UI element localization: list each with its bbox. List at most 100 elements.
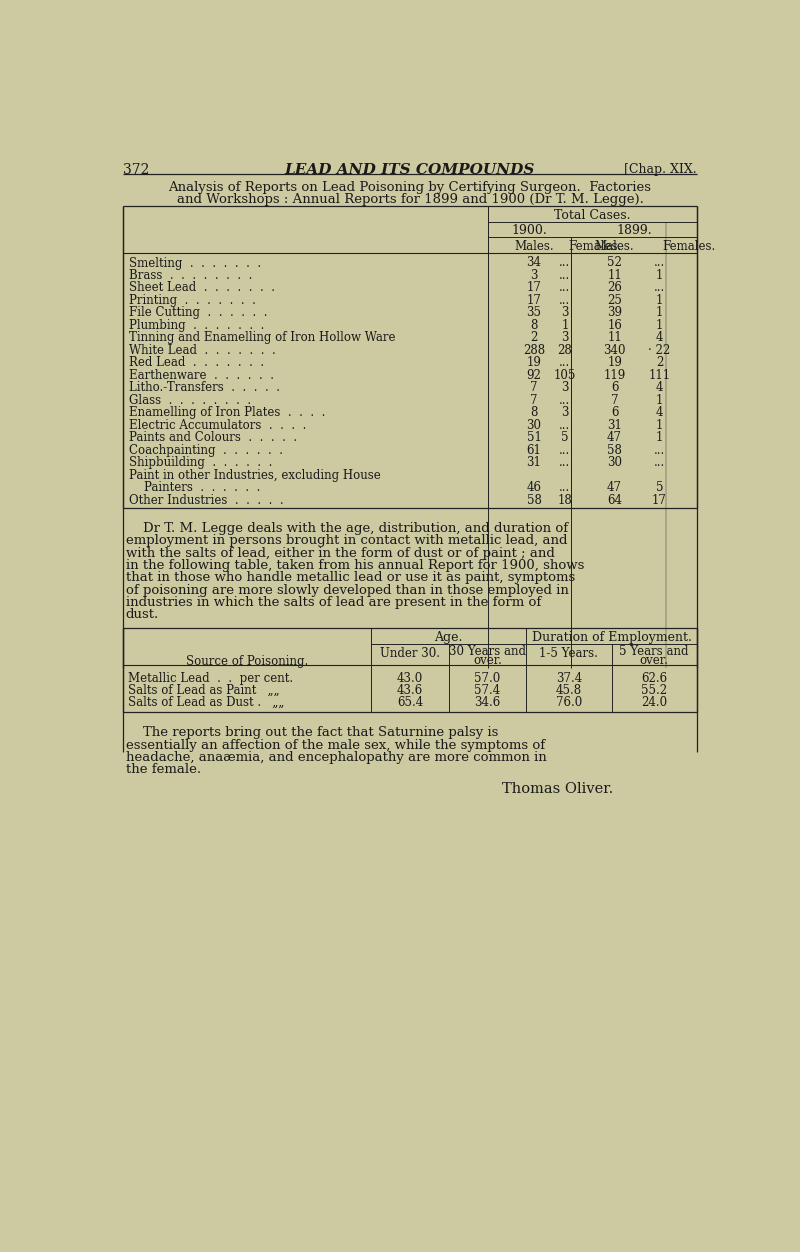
Text: 57.4: 57.4 <box>474 684 501 697</box>
Text: 37.4: 37.4 <box>556 671 582 685</box>
Text: 2: 2 <box>530 332 538 344</box>
Text: ...: ... <box>559 357 570 369</box>
Text: Electric Accumulators  .  .  .  .: Electric Accumulators . . . . <box>130 418 307 432</box>
Text: 1: 1 <box>656 431 663 444</box>
Text: ...: ... <box>559 257 570 269</box>
Text: Age.: Age. <box>434 631 463 645</box>
Text: 76.0: 76.0 <box>556 696 582 709</box>
Text: 4: 4 <box>656 332 663 344</box>
Text: 1: 1 <box>656 269 663 282</box>
Text: Other Industries  .  .  .  .  .: Other Industries . . . . . <box>130 493 284 507</box>
Text: ...: ... <box>559 443 570 457</box>
Text: Tinning and Enamelling of Iron Hollow Ware: Tinning and Enamelling of Iron Hollow Wa… <box>130 332 396 344</box>
Text: that in those who handle metallic lead or use it as paint, symptoms: that in those who handle metallic lead o… <box>126 571 575 585</box>
Text: The reports bring out the fact that Saturnine palsy is: The reports bring out the fact that Satu… <box>126 726 498 739</box>
Text: 31: 31 <box>607 418 622 432</box>
Text: 30 Years and: 30 Years and <box>449 645 526 659</box>
Text: Analysis of Reports on Lead Poisoning by Certifying Surgeon.  Factories: Analysis of Reports on Lead Poisoning by… <box>169 182 651 194</box>
Text: ...: ... <box>559 282 570 294</box>
Text: Printing  .  .  .  .  .  .  .: Printing . . . . . . . <box>130 294 256 307</box>
Text: Painters  .  .  .  .  .  .: Painters . . . . . . <box>130 481 261 495</box>
Text: 24.0: 24.0 <box>641 696 667 709</box>
Text: ...: ... <box>559 294 570 307</box>
Text: Litho.-Transfers  .  .  .  .  .: Litho.-Transfers . . . . . <box>130 382 281 394</box>
Text: 62.6: 62.6 <box>641 671 667 685</box>
Text: 4: 4 <box>656 382 663 394</box>
Text: 25: 25 <box>607 294 622 307</box>
Text: ...: ... <box>559 269 570 282</box>
Text: 7: 7 <box>611 393 618 407</box>
Text: 65.4: 65.4 <box>397 696 423 709</box>
Text: 34.6: 34.6 <box>474 696 501 709</box>
Text: 58: 58 <box>526 493 542 507</box>
Text: 1: 1 <box>656 294 663 307</box>
Text: of poisoning are more slowly developed than in those employed in: of poisoning are more slowly developed t… <box>126 583 569 597</box>
Text: Paint in other Industries, excluding House: Paint in other Industries, excluding Hou… <box>130 468 381 482</box>
Text: 45.8: 45.8 <box>556 684 582 697</box>
Text: Salts of Lead as Dust .   „„: Salts of Lead as Dust . „„ <box>128 696 284 709</box>
Text: 57.0: 57.0 <box>474 671 501 685</box>
Text: 11: 11 <box>607 269 622 282</box>
Text: 17: 17 <box>526 294 542 307</box>
Text: 92: 92 <box>526 369 542 382</box>
Text: 1: 1 <box>656 307 663 319</box>
Text: 3: 3 <box>562 332 569 344</box>
Text: ...: ... <box>654 443 665 457</box>
Text: 1: 1 <box>656 393 663 407</box>
Text: 19: 19 <box>607 357 622 369</box>
Text: with the salts of lead, either in the form of dust or of paint ; and: with the salts of lead, either in the fo… <box>126 547 554 560</box>
Text: 119: 119 <box>603 369 626 382</box>
Text: 43.6: 43.6 <box>397 684 423 697</box>
Text: LEAD AND ITS COMPOUNDS: LEAD AND ITS COMPOUNDS <box>285 163 535 178</box>
Text: 46: 46 <box>526 481 542 495</box>
Text: 47: 47 <box>607 431 622 444</box>
Text: Sheet Lead  .  .  .  .  .  .  .: Sheet Lead . . . . . . . <box>130 282 275 294</box>
Text: 51: 51 <box>526 431 542 444</box>
Text: Females.: Females. <box>662 239 716 253</box>
Text: 34: 34 <box>526 257 542 269</box>
Text: 372: 372 <box>123 163 150 178</box>
Text: Glass  .  .  .  .  .  .  .  .: Glass . . . . . . . . <box>130 393 251 407</box>
Text: Males.: Males. <box>594 239 634 253</box>
Text: 35: 35 <box>526 307 542 319</box>
Text: ...: ... <box>559 481 570 495</box>
Text: 43.0: 43.0 <box>397 671 423 685</box>
Text: 28: 28 <box>558 344 572 357</box>
Text: 52: 52 <box>607 257 622 269</box>
Text: Under 30.: Under 30. <box>380 647 440 660</box>
Text: 39: 39 <box>607 307 622 319</box>
Text: Females.: Females. <box>568 239 622 253</box>
Text: 1: 1 <box>656 319 663 332</box>
Text: ...: ... <box>559 418 570 432</box>
Text: 3: 3 <box>562 406 569 419</box>
Text: Total Cases.: Total Cases. <box>554 209 630 222</box>
Text: Metallic Lead  .  .  per cent.: Metallic Lead . . per cent. <box>128 671 293 685</box>
Text: 1: 1 <box>656 418 663 432</box>
Text: in the following table, taken from his annual Report for 1900, shows: in the following table, taken from his a… <box>126 560 584 572</box>
Text: dust.: dust. <box>126 608 159 621</box>
Text: Coachpainting  .  .  .  .  .  .: Coachpainting . . . . . . <box>130 443 283 457</box>
Text: 3: 3 <box>562 307 569 319</box>
Text: Males.: Males. <box>514 239 554 253</box>
Text: headache, anaæmia, and encephalopathy are more common in: headache, anaæmia, and encephalopathy ar… <box>126 751 546 764</box>
Text: 16: 16 <box>607 319 622 332</box>
Text: 6: 6 <box>611 382 618 394</box>
Text: Salts of Lead as Paint   „„: Salts of Lead as Paint „„ <box>128 684 279 697</box>
Text: 5: 5 <box>562 431 569 444</box>
Text: 2: 2 <box>656 357 663 369</box>
Text: 17: 17 <box>526 282 542 294</box>
Text: 3: 3 <box>530 269 538 282</box>
Text: 19: 19 <box>526 357 542 369</box>
Text: employment in persons brought in contact with metallic lead, and: employment in persons brought in contact… <box>126 535 567 547</box>
Text: 1899.: 1899. <box>616 224 652 237</box>
Text: 105: 105 <box>554 369 576 382</box>
Text: 1-5 Years.: 1-5 Years. <box>539 647 598 660</box>
Text: ...: ... <box>654 257 665 269</box>
Text: Thomas Oliver.: Thomas Oliver. <box>502 781 613 795</box>
Text: 7: 7 <box>530 393 538 407</box>
Text: Paints and Colours  .  .  .  .  .: Paints and Colours . . . . . <box>130 431 298 444</box>
Text: essentially an affection of the male sex, while the symptoms of: essentially an affection of the male sex… <box>126 739 545 751</box>
Text: Smelting  .  .  .  .  .  .  .: Smelting . . . . . . . <box>130 257 262 269</box>
Text: 8: 8 <box>530 406 538 419</box>
Text: 7: 7 <box>530 382 538 394</box>
